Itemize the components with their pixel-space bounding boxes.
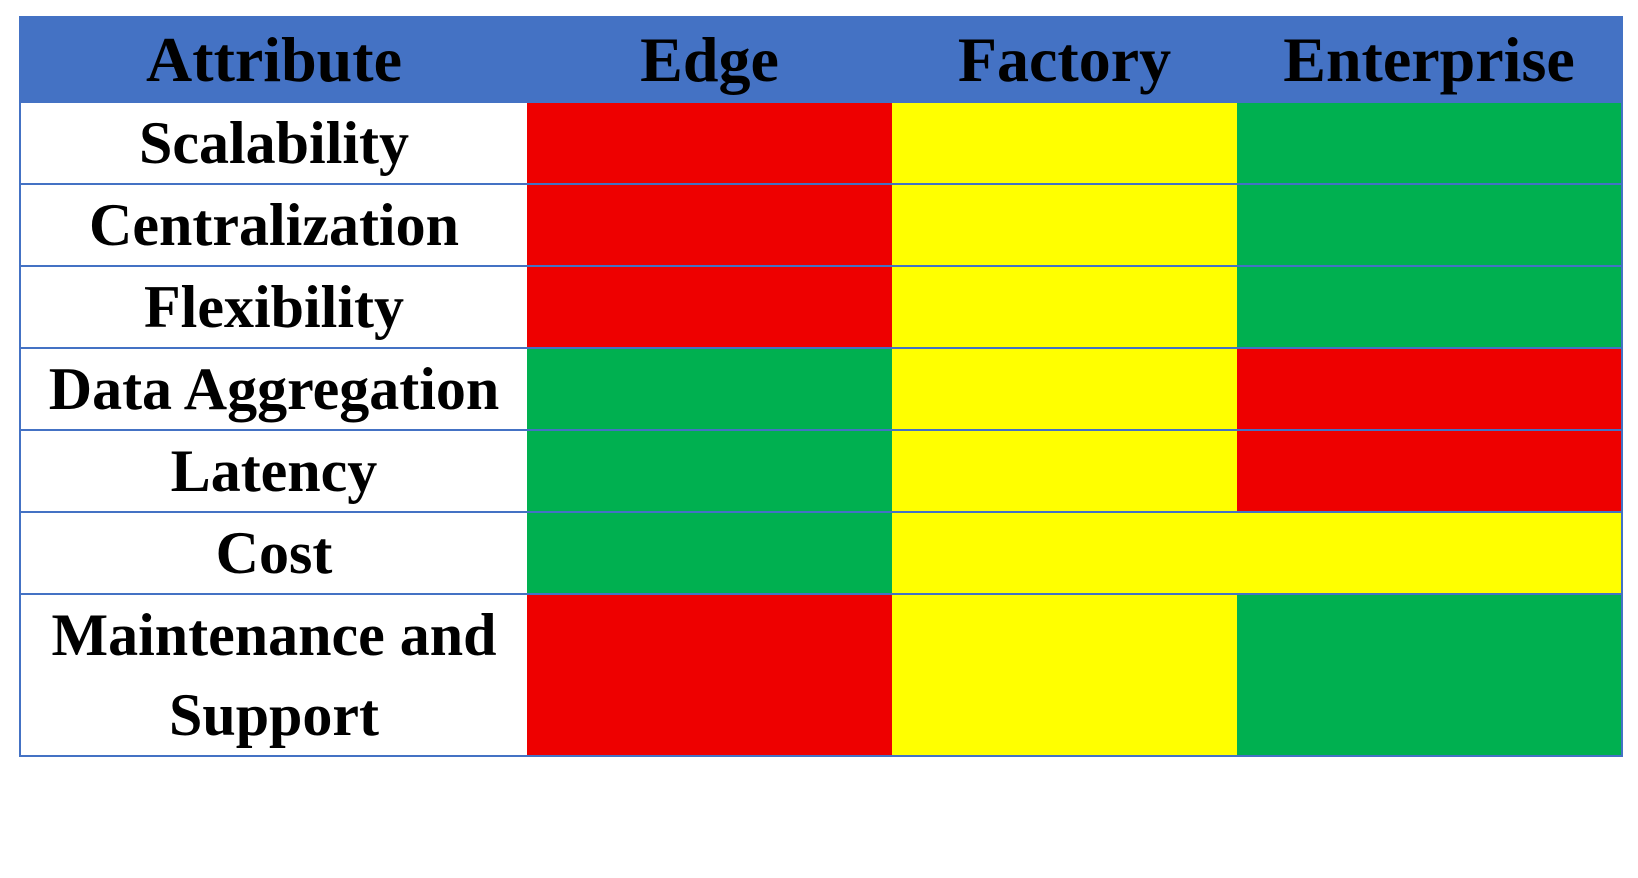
attribute-cell: Maintenance and Support [20,593,527,757]
rating-cell [1237,347,1622,431]
table-row: Flexibility [20,265,1622,349]
header-row: Attribute Edge Factory Enterprise [20,17,1622,102]
rating-cell [527,347,892,431]
rating-cell [1237,511,1622,595]
rating-cell [1237,101,1622,185]
table-row: Cost [20,511,1622,595]
rating-cell [527,101,892,185]
attribute-cell: Flexibility [20,265,527,349]
rating-cell [1237,429,1622,513]
header-cell: Enterprise [1237,17,1622,102]
rating-cell [527,265,892,349]
table-row: Data Aggregation [20,347,1622,431]
rating-cell [892,511,1237,595]
table-body: Scalability Centralization Flexibility Data… [20,101,1622,757]
rating-cell [527,593,892,757]
rating-cell [892,593,1237,757]
attribute-cell: Scalability [20,101,527,185]
rating-cell [892,183,1237,267]
attribute-cell: Latency [20,429,527,513]
rating-cell [527,511,892,595]
header-cell: Attribute [20,17,527,102]
rating-cell [527,183,892,267]
table-row: Latency [20,429,1622,513]
rating-cell [1237,593,1622,757]
comparison-table: Attribute Edge Factory Enterprise Scalabili… [19,16,1623,757]
rating-cell [1237,265,1622,349]
rating-cell [527,429,892,513]
rating-cell [892,429,1237,513]
table-row: Scalability [20,101,1622,185]
attribute-cell: Centralization [20,183,527,267]
rating-cell [892,265,1237,349]
rating-cell [1237,183,1622,267]
header-cell: Edge [527,17,892,102]
table-row: Maintenance and Support [20,593,1622,757]
table-row: Centralization [20,183,1622,267]
attribute-cell: Data Aggregation [20,347,527,431]
rating-cell [892,101,1237,185]
rating-cell [892,347,1237,431]
attribute-cell: Cost [20,511,527,595]
header-cell: Factory [892,17,1237,102]
